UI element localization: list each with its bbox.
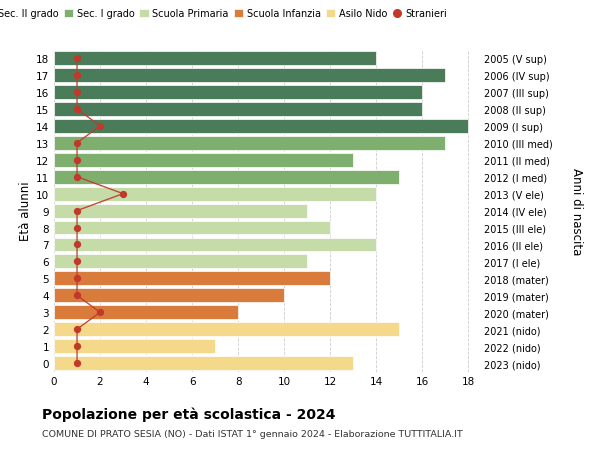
Legend: Sec. II grado, Sec. I grado, Scuola Primaria, Scuola Infanzia, Asilo Nido, Stran: Sec. II grado, Sec. I grado, Scuola Prim… (0, 6, 451, 23)
Bar (54, 289, 284, 302)
Bar (54, 137, 445, 151)
Bar (54, 204, 307, 218)
Text: COMUNE DI PRATO SESIA (NO) - Dati ISTAT 1° gennaio 2024 - Elaborazione TUTTITALI: COMUNE DI PRATO SESIA (NO) - Dati ISTAT … (42, 429, 463, 438)
Bar (54, 69, 445, 83)
Point (118, 190, 128, 198)
Point (72, 241, 82, 249)
Bar (54, 153, 353, 168)
Bar (54, 306, 238, 319)
Bar (54, 356, 353, 370)
Bar (54, 255, 307, 269)
Bar (54, 103, 422, 117)
Bar (54, 52, 376, 66)
Point (72, 360, 82, 367)
Point (72, 89, 82, 96)
Y-axis label: Età alunni: Età alunni (19, 181, 32, 241)
Point (72, 55, 82, 62)
Bar (54, 187, 376, 201)
Bar (54, 272, 331, 285)
Point (72, 207, 82, 215)
Point (72, 106, 82, 113)
Point (72, 292, 82, 299)
Text: Popolazione per età scolastica - 2024: Popolazione per età scolastica - 2024 (42, 406, 335, 421)
Bar (54, 170, 400, 184)
Y-axis label: Anni di nascita: Anni di nascita (569, 168, 583, 255)
Bar (54, 221, 331, 235)
Point (95, 123, 105, 130)
Bar (54, 340, 215, 353)
Point (72, 326, 82, 333)
Point (72, 140, 82, 147)
Bar (54, 86, 422, 100)
Point (72, 258, 82, 266)
Point (72, 72, 82, 79)
Point (95, 309, 105, 316)
Point (72, 343, 82, 350)
Point (72, 224, 82, 232)
Bar (54, 323, 400, 336)
Point (72, 275, 82, 282)
Bar (54, 120, 469, 134)
Point (72, 157, 82, 164)
Point (72, 174, 82, 181)
Bar (54, 238, 376, 252)
